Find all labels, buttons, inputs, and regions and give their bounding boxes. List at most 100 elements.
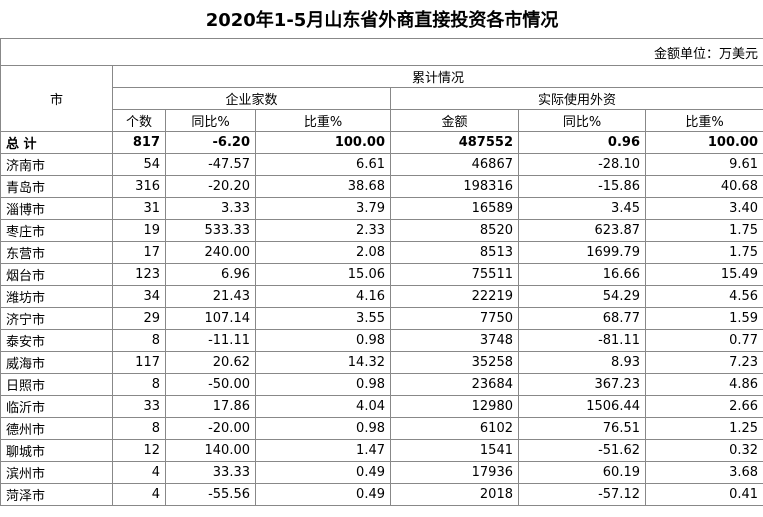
value-cell: 9.61 [644,153,763,176]
header-cell: 同比% [165,109,256,132]
header-cell: 个数 [112,109,166,132]
value-cell: 54.29 [518,285,646,308]
table-title: 2020年1-5月山东省外商直接投资各市情况 [0,0,763,39]
value-cell: 7750 [390,307,519,330]
value-cell: 0.49 [255,461,391,484]
header-cell: 比重% [255,109,391,132]
value-cell: 3748 [390,329,519,352]
value-cell: 0.96 [518,131,646,154]
value-cell: 7.23 [644,351,763,374]
value-cell: -28.10 [518,153,646,176]
value-cell: 4 [112,483,166,506]
value-cell: 17 [112,241,166,264]
value-cell: 19 [112,219,166,242]
value-cell: 22219 [390,285,519,308]
value-cell: 533.33 [165,219,256,242]
city-cell: 济宁市 [0,307,113,330]
table-row: 淄博市 31 3.33 3.79 16589 3.45 3.40 [0,197,763,220]
value-cell: 107.14 [165,307,256,330]
header-cell: 比重% [644,109,763,132]
value-cell: 117 [112,351,166,374]
value-cell: 68.77 [518,307,646,330]
city-cell: 枣庄市 [0,219,113,242]
value-cell: 16589 [390,197,519,220]
table-row: 威海市 117 20.62 14.32 35258 8.93 7.23 [0,351,763,374]
city-cell: 青岛市 [0,175,113,198]
value-cell: 6.61 [255,153,391,176]
value-cell: 3.45 [518,197,646,220]
table-row: 企业家数 实际使用外资 [1,87,763,110]
table-row: 潍坊市 34 21.43 4.16 22219 54.29 4.56 [0,285,763,308]
value-cell: 16.66 [518,263,646,286]
table-row: 市累计情况 [0,65,763,132]
value-cell: -20.00 [165,417,256,440]
value-cell: 2018 [390,483,519,506]
table-row: 个数 同比% 比重% 金额 同比% 比重% [1,109,763,132]
city-cell: 威海市 [0,351,113,374]
value-cell: 1.59 [644,307,763,330]
value-cell: 3.79 [255,197,391,220]
value-cell: 3.55 [255,307,391,330]
table-row: 德州市 8 -20.00 0.98 6102 76.51 1.25 [0,417,763,440]
header-cell: 市 [0,65,113,132]
value-cell: 8 [112,373,166,396]
value-cell: 34 [112,285,166,308]
data-table: 2020年1-5月山东省外商直接投资各市情况 金额单位：万美元市累计情况 企业家数实… [0,0,763,506]
value-cell: 76.51 [518,417,646,440]
city-cell: 临沂市 [0,395,113,418]
city-cell: 烟台市 [0,263,113,286]
value-cell: -20.20 [165,175,256,198]
table-row: 东营市 17 240.00 2.08 8513 1699.79 1.75 [0,241,763,264]
value-cell: 40.68 [644,175,763,198]
value-cell: 0.32 [644,439,763,462]
value-cell: 46867 [390,153,519,176]
value-cell: -57.12 [518,483,646,506]
value-cell: 8 [112,417,166,440]
value-cell: 8513 [390,241,519,264]
value-cell: 367.23 [518,373,646,396]
table-row: 菏泽市 4 -55.56 0.49 2018 -57.12 0.41 [0,483,763,506]
value-cell: 6102 [390,417,519,440]
value-cell: 8520 [390,219,519,242]
value-cell: 4.86 [644,373,763,396]
value-cell: 14.32 [255,351,391,374]
header-cell: 企业家数 [112,87,391,110]
value-cell: 623.87 [518,219,646,242]
value-cell: 316 [112,175,166,198]
value-cell: 15.49 [644,263,763,286]
value-cell: 0.98 [255,329,391,352]
value-cell: 21.43 [165,285,256,308]
value-cell: 1699.79 [518,241,646,264]
value-cell: 4.04 [255,395,391,418]
value-cell: -11.11 [165,329,256,352]
value-cell: 20.62 [165,351,256,374]
table-row: 金额单位：万美元 [0,38,763,66]
value-cell: 8.93 [518,351,646,374]
city-cell: 泰安市 [0,329,113,352]
value-cell: 75511 [390,263,519,286]
value-cell: 60.19 [518,461,646,484]
value-cell: 15.06 [255,263,391,286]
value-cell: 8 [112,329,166,352]
value-cell: 1.75 [644,219,763,242]
value-cell: 817 [112,131,166,154]
table-row: 济南市 54 -47.57 6.61 46867 -28.10 9.61 [0,153,763,176]
value-cell: 12980 [390,395,519,418]
city-cell: 菏泽市 [0,483,113,506]
value-cell: 100.00 [255,131,391,154]
value-cell: 4 [112,461,166,484]
value-cell: -47.57 [165,153,256,176]
table-row: 聊城市 12 140.00 1.47 1541 -51.62 0.32 [0,439,763,462]
value-cell: -6.20 [165,131,256,154]
city-cell: 聊城市 [0,439,113,462]
value-cell: 38.68 [255,175,391,198]
value-cell: 3.33 [165,197,256,220]
value-cell: 31 [112,197,166,220]
city-cell: 日照市 [0,373,113,396]
header-cell: 实际使用外资 [389,87,763,110]
value-cell: 35258 [390,351,519,374]
table-row: 烟台市 123 6.96 15.06 75511 16.66 15.49 [0,263,763,286]
table-row: 总 计 817 -6.20 100.00 487552 0.96 100.00 [0,131,763,154]
table-row: 济宁市 29 107.14 3.55 7750 68.77 1.59 [0,307,763,330]
value-cell: 2.08 [255,241,391,264]
